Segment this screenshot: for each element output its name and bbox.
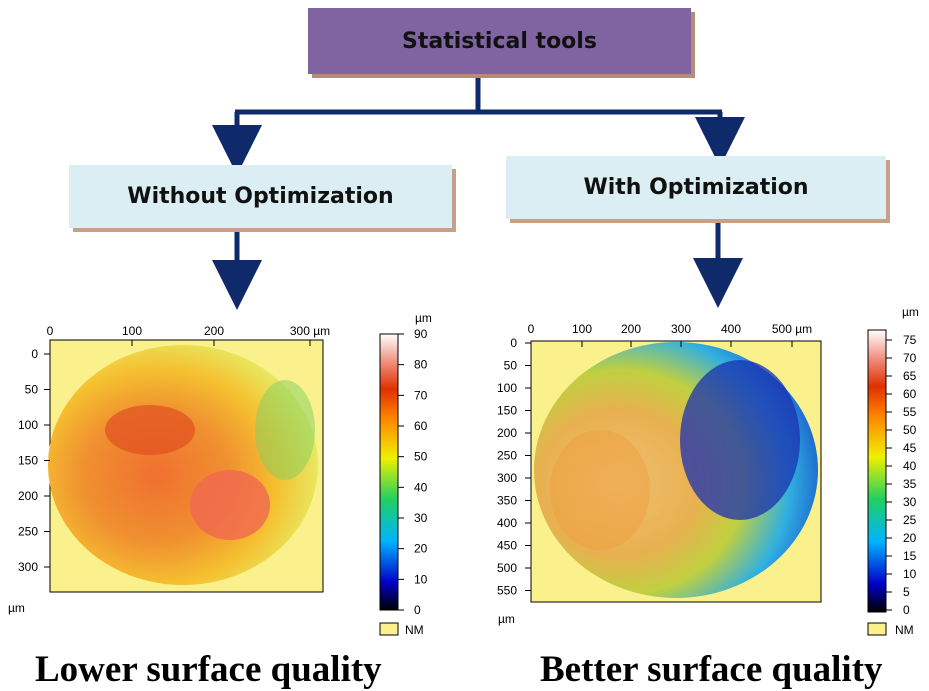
caption-lower-surface-quality: Lower surface quality	[35, 649, 382, 690]
without-optimization-box: Without Optimization	[69, 165, 452, 228]
with-optimization-label: With Optimization	[583, 175, 809, 200]
statistical-tools-box: Statistical tools	[308, 8, 691, 74]
statistical-tools-label: Statistical tools	[402, 28, 597, 54]
without-optimization-label: Without Optimization	[127, 184, 394, 209]
caption-better-surface-quality: Better surface quality	[540, 649, 883, 690]
with-optimization-box: With Optimization	[506, 156, 886, 219]
